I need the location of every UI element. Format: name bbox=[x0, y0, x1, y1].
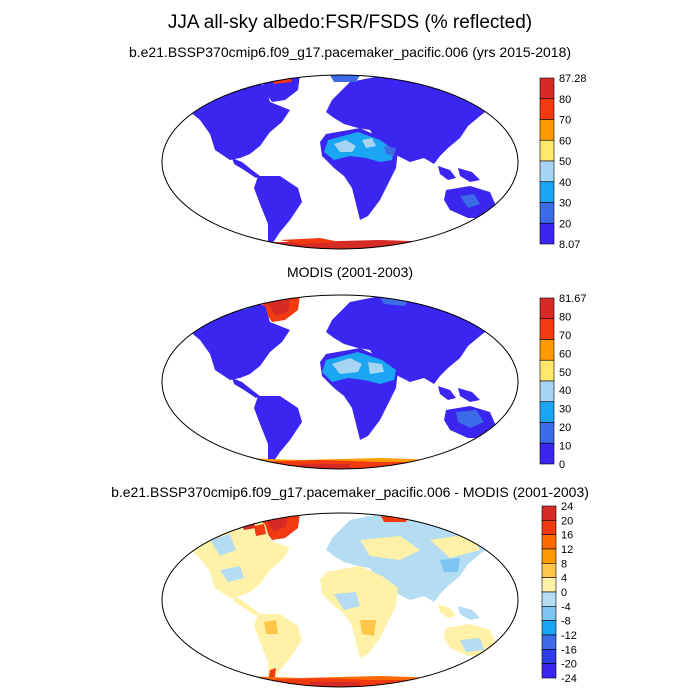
colorbar-tick-label: -20 bbox=[561, 659, 577, 671]
colorbar-tick-label: -16 bbox=[561, 644, 577, 656]
panel3-title: b.e21.BSSP370cmip6.f09_g17.pacemaker_pac… bbox=[111, 484, 589, 500]
colorbar-swatch bbox=[539, 442, 555, 465]
colorbar-tick-label: 81.67 bbox=[559, 293, 587, 305]
colorbar-swatch bbox=[541, 505, 557, 521]
colorbar-swatch bbox=[539, 318, 555, 340]
colorbar-modis: 81.67 80 70 60 50 40 30 20 10 0 bbox=[539, 293, 587, 471]
colorbar-tick-label: 50 bbox=[559, 367, 571, 379]
colorbar-tick-label: 4 bbox=[561, 573, 567, 585]
colorbar-tick-label: 20 bbox=[559, 422, 571, 434]
colorbar-tick-label: -8 bbox=[561, 616, 571, 628]
colorbar-tick-label: -12 bbox=[561, 630, 577, 642]
colorbar-tick-label: 24 bbox=[561, 501, 573, 513]
colorbar-tick-label: 60 bbox=[559, 135, 571, 147]
colorbar-tick-label: 30 bbox=[559, 404, 571, 416]
colorbar-tick-label: 10 bbox=[559, 441, 571, 453]
colorbar-swatch bbox=[541, 563, 557, 578]
colorbar-swatch bbox=[539, 139, 555, 162]
colorbar-tick-label: 70 bbox=[559, 115, 571, 127]
colorbar-swatch bbox=[539, 77, 555, 100]
map-panel-model bbox=[161, 74, 519, 250]
colorbar-swatch bbox=[539, 119, 555, 141]
colorbar-tick-label: 40 bbox=[559, 385, 571, 397]
colorbar-tick-label: 20 bbox=[561, 515, 573, 527]
colorbar-swatch bbox=[541, 663, 557, 679]
colorbar-tick-label: 70 bbox=[559, 330, 571, 342]
colorbar-tick-label: 12 bbox=[561, 544, 573, 556]
colorbar-swatch bbox=[541, 606, 557, 621]
colorbar-swatch bbox=[539, 160, 555, 183]
map3-border bbox=[161, 512, 519, 688]
colorbar-tick-label: 8 bbox=[561, 558, 567, 570]
colorbar-tick-label: 50 bbox=[559, 156, 571, 168]
colorbar-swatch bbox=[539, 297, 555, 320]
colorbar-swatch bbox=[541, 620, 557, 636]
colorbar-swatch bbox=[539, 380, 555, 403]
colorbar-difference: 24 20 16 12 8 4 0 -4 -8 -12 -16 -20 -24 bbox=[541, 501, 577, 685]
colorbar-swatch bbox=[539, 98, 555, 120]
map-panel-difference bbox=[161, 512, 519, 688]
panel1-title: b.e21.BSSP370cmip6.f09_g17.pacemaker_pac… bbox=[128, 44, 572, 60]
colorbar-tick-label: 87.28 bbox=[559, 73, 587, 85]
colorbar-swatch bbox=[541, 577, 557, 593]
colorbar-swatch bbox=[541, 591, 557, 607]
colorbar-swatch bbox=[541, 634, 557, 650]
colorbar-swatch bbox=[539, 422, 555, 444]
colorbar-tick-label: 20 bbox=[559, 218, 571, 230]
colorbar-tick-label: 60 bbox=[559, 348, 571, 360]
map2-border bbox=[161, 294, 519, 470]
figure-title: JJA all-sky albedo:FSR/FSDS (% reflected… bbox=[167, 12, 533, 33]
colorbar-swatch bbox=[541, 548, 557, 564]
colorbar-swatch bbox=[539, 401, 555, 423]
colorbar-tick-label: 8.07 bbox=[559, 239, 580, 251]
panel2-title: MODIS (2001-2003) bbox=[286, 264, 414, 280]
colorbar-tick-label: 30 bbox=[559, 198, 571, 210]
colorbar-swatch bbox=[539, 222, 555, 245]
colorbar-tick-label: 0 bbox=[559, 459, 565, 471]
colorbar-swatch bbox=[541, 520, 557, 535]
map-panel-modis bbox=[161, 294, 519, 470]
colorbar-tick-label: 16 bbox=[561, 530, 573, 542]
colorbar-tick-label: 40 bbox=[559, 177, 571, 189]
colorbar-tick-label: -4 bbox=[561, 601, 571, 613]
colorbar-swatch bbox=[541, 534, 557, 550]
colorbar-tick-label: -24 bbox=[561, 673, 577, 685]
colorbar-model: 87.28 80 70 60 50 40 30 20 8.07 bbox=[539, 73, 587, 251]
colorbar-swatch bbox=[539, 181, 555, 203]
colorbar-tick-label: 0 bbox=[561, 587, 567, 599]
colorbar-tick-label: 80 bbox=[559, 311, 571, 323]
colorbar-swatch bbox=[541, 649, 557, 664]
colorbar-tick-label: 80 bbox=[559, 94, 571, 106]
colorbar-swatch bbox=[539, 202, 555, 224]
map1-border bbox=[161, 74, 519, 250]
colorbar-swatch bbox=[539, 359, 555, 382]
colorbar-swatch bbox=[539, 339, 555, 361]
